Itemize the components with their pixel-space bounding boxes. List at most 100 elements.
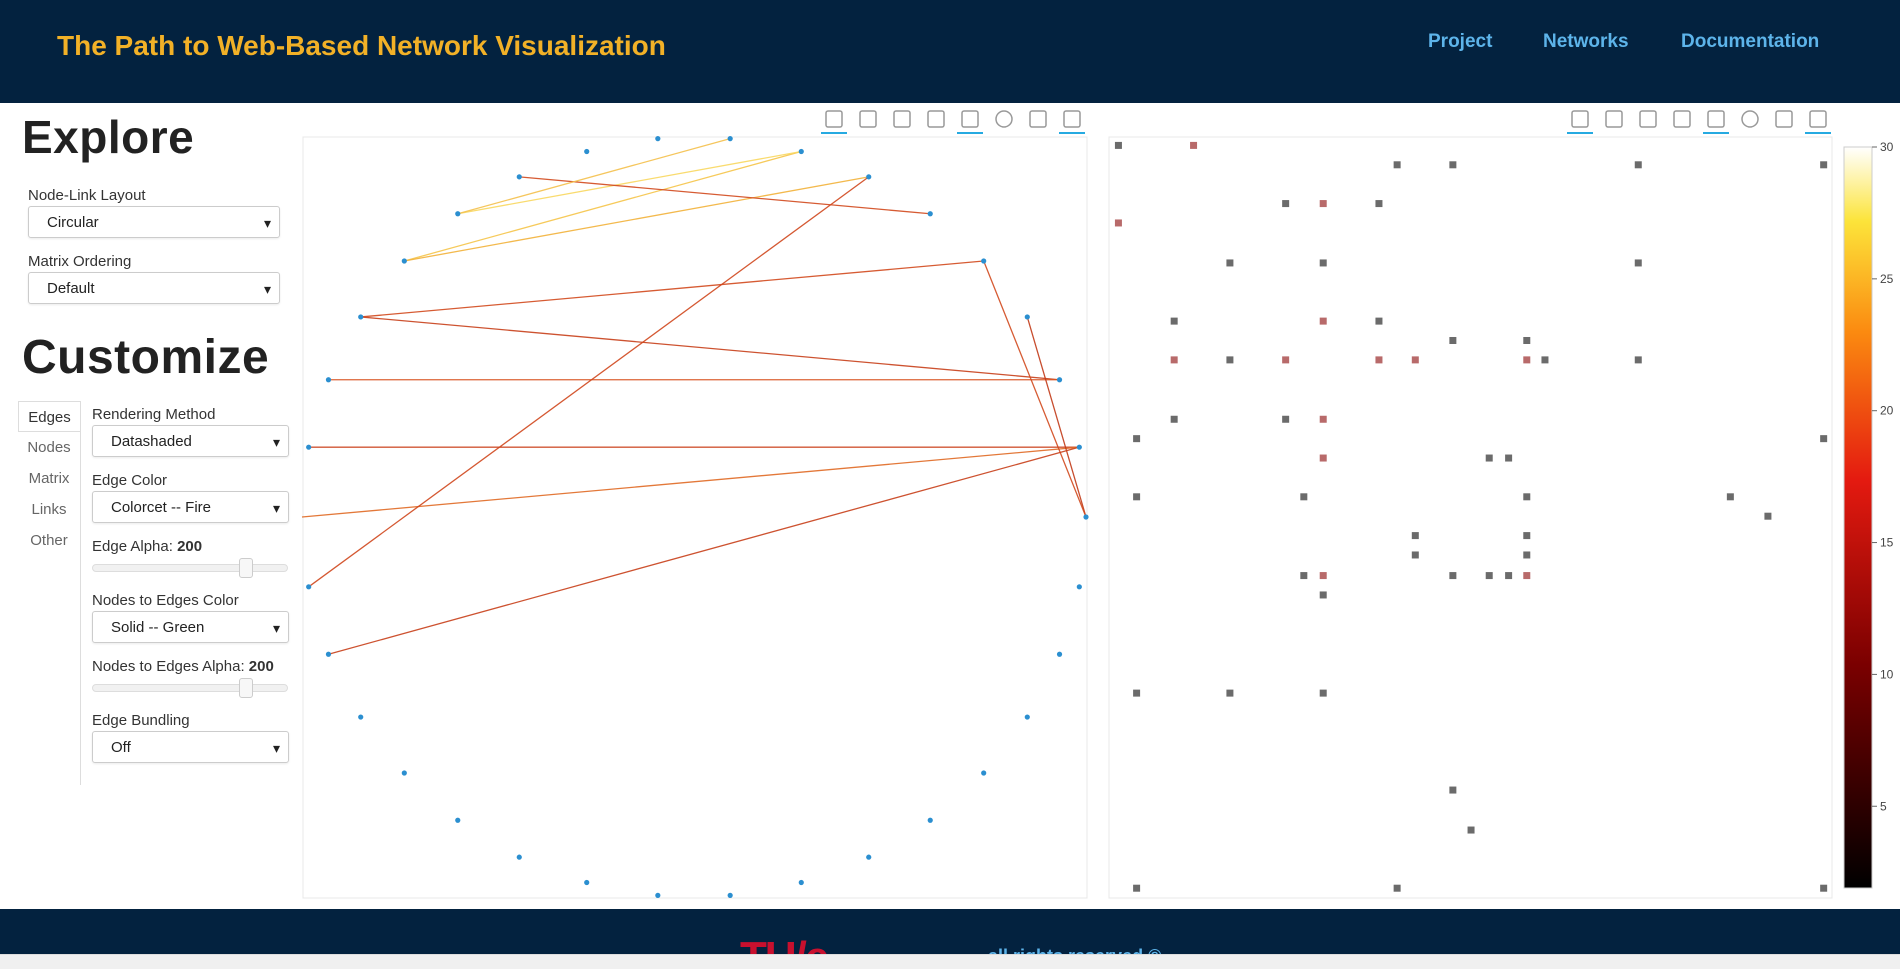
tab-divider: [80, 401, 81, 785]
matrix-cell: [1764, 512, 1772, 520]
nav-link[interactable]: Project: [1428, 31, 1493, 52]
matrix-cell: [1820, 161, 1828, 169]
node: [1056, 651, 1063, 657]
edge: [457, 137, 731, 215]
control-label: Nodes to Edges Color: [92, 592, 239, 609]
node: [866, 174, 872, 180]
matrix-cell: [1133, 689, 1141, 697]
tab[interactable]: Edges: [18, 401, 80, 432]
select[interactable]: Solid -- Green: [92, 611, 289, 644]
node: [655, 892, 661, 898]
matrix-cell: [1114, 141, 1122, 149]
node: [866, 854, 872, 860]
node: [1076, 444, 1082, 450]
matrix-cell: [1319, 415, 1327, 423]
colorbar-tick-label: 5: [1880, 799, 1887, 813]
slider-thumb[interactable]: [239, 678, 253, 698]
tool-icon: [1741, 110, 1759, 128]
slider[interactable]: [92, 678, 288, 698]
slider[interactable]: [92, 558, 288, 578]
matrix-cell: [1282, 415, 1290, 423]
node: [455, 817, 461, 823]
matrix-cell: [1523, 532, 1531, 540]
node: [516, 854, 522, 860]
matrix-cell: [1505, 454, 1513, 462]
matrix-cell: [1467, 826, 1475, 834]
tab[interactable]: Links: [31, 501, 67, 518]
matrix-cell: [1523, 336, 1531, 344]
edge: [404, 176, 869, 262]
matrix-cell: [1523, 356, 1531, 364]
node: [358, 714, 364, 720]
node: [655, 136, 661, 142]
tool-icon: [927, 110, 945, 128]
node: [584, 879, 590, 886]
matrix-cell: [1523, 493, 1531, 501]
explore-heading: Explore: [22, 111, 195, 163]
edge: [457, 150, 802, 215]
select[interactable]: Off: [92, 731, 289, 764]
tool-icon: [1063, 110, 1081, 128]
field-label: Node-Link Layout: [28, 187, 146, 204]
matrix-cell: [1319, 259, 1327, 267]
colorbar-tick-label: 10: [1880, 667, 1894, 681]
matrix-cell: [1485, 454, 1493, 462]
matrix-cell: [1485, 572, 1493, 580]
matrix-cell: [1449, 572, 1457, 580]
control-label: Edge Color: [92, 472, 168, 489]
tool-icon: [1029, 110, 1047, 128]
edge: [1026, 316, 1087, 518]
matrix-cell: [1541, 356, 1549, 364]
edge: [328, 446, 1080, 655]
matrix-cell: [1634, 161, 1642, 169]
slider-thumb[interactable]: [239, 558, 253, 578]
tab[interactable]: Matrix: [28, 470, 70, 487]
edge: [360, 260, 984, 318]
node: [584, 148, 590, 155]
node: [981, 770, 987, 776]
logo: TU/e: [740, 933, 829, 954]
matrix-cell: [1449, 786, 1457, 794]
node: [358, 314, 364, 320]
matrix-cell: [1411, 551, 1419, 559]
matrix-cell: [1114, 219, 1122, 227]
tool-icon: [1639, 110, 1657, 128]
matrix-cell: [1282, 356, 1290, 364]
nav-link[interactable]: Networks: [1543, 31, 1629, 52]
tool-icon: [859, 110, 877, 128]
node: [1056, 377, 1063, 383]
node: [325, 377, 332, 383]
matrix-cell: [1319, 200, 1327, 208]
nav-link[interactable]: Documentation: [1681, 31, 1820, 52]
select[interactable]: Colorcet -- Fire: [92, 491, 289, 524]
tool-icon: [1775, 110, 1793, 128]
footer-text: all rights reserved ©: [988, 946, 1161, 954]
label-value: 200: [177, 538, 203, 555]
tab[interactable]: Nodes: [27, 439, 71, 456]
matrix-cell: [1820, 435, 1828, 443]
node: [927, 817, 933, 823]
matrix-cell: [1726, 493, 1734, 501]
scrollbar[interactable]: [0, 954, 1900, 969]
colorbar-tick-label: 30: [1880, 140, 1894, 154]
control-label: Nodes to Edges Alpha: 200: [92, 658, 274, 675]
field-label: Matrix Ordering: [28, 253, 132, 270]
label-value: 200: [248, 658, 274, 675]
matrix-cell: [1505, 572, 1513, 580]
matrix-cell: [1170, 317, 1178, 325]
matrix-cell: [1375, 356, 1383, 364]
node: [401, 770, 407, 776]
tool-icon: [1571, 110, 1589, 128]
tab[interactable]: Other: [30, 532, 68, 549]
matrix-cell: [1634, 356, 1642, 364]
node: [727, 136, 733, 142]
select[interactable]: Datashaded: [92, 425, 289, 458]
matrix-cell: [1226, 356, 1234, 364]
matrix-cell: [1449, 161, 1457, 169]
node-link-graph: [301, 136, 1089, 898]
label-text: Edge Alpha:: [92, 538, 173, 555]
select[interactable]: Default: [28, 272, 280, 305]
select[interactable]: Circular: [28, 206, 280, 239]
matrix-cell: [1523, 572, 1531, 580]
